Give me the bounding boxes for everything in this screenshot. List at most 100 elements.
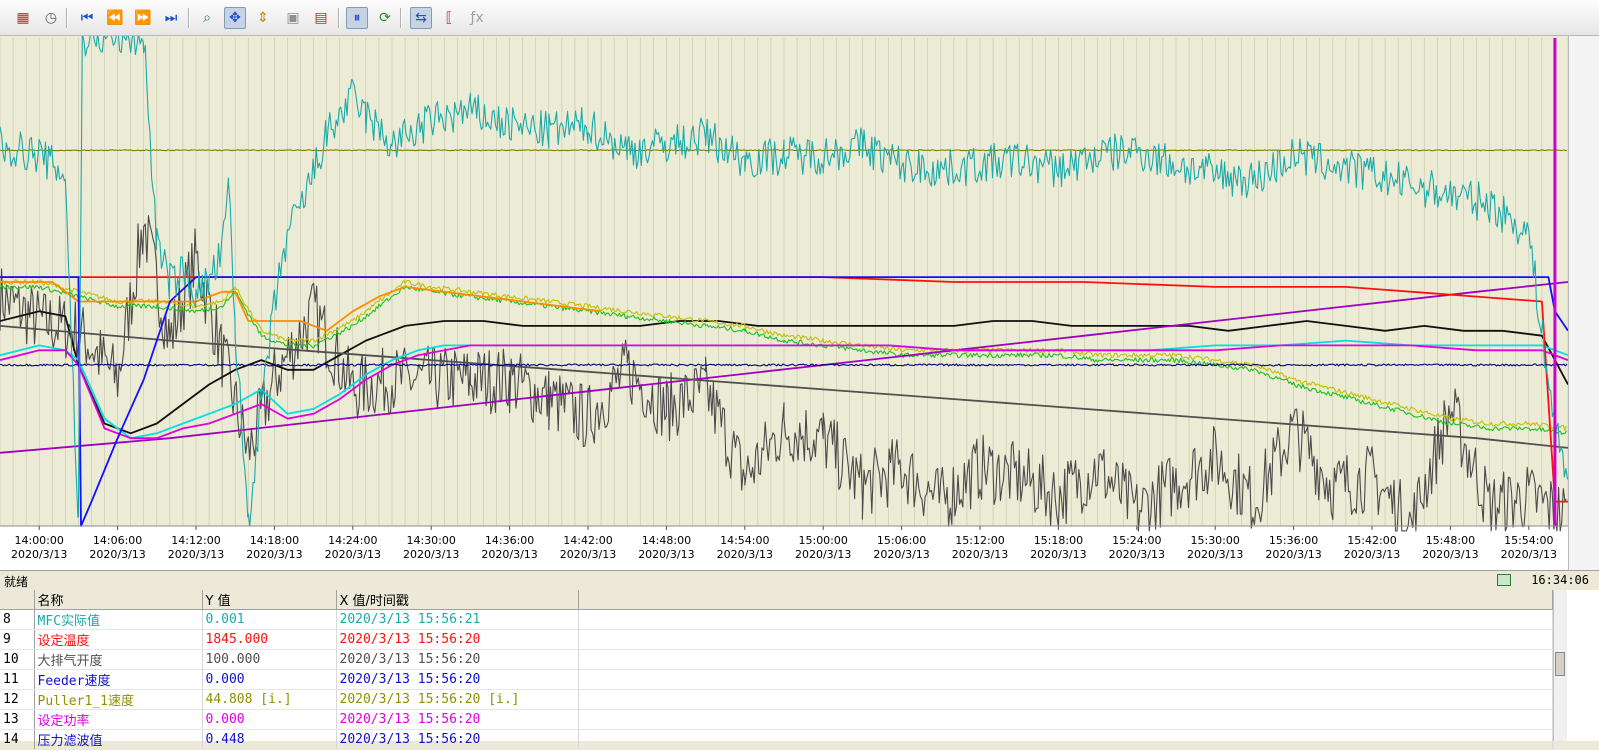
right-pane (1567, 590, 1599, 741)
row-x-value: 2020/3/13 15:56:20 [i.] (336, 689, 579, 710)
refresh-icon: ⟳ (379, 10, 391, 26)
row-index: 13 (0, 709, 35, 730)
pan-icon: ✥ (229, 10, 241, 26)
table-row[interactable]: 8 MFC实际值 0.001 2020/3/13 15:56:21 (0, 609, 1553, 630)
x-tick-label-time: 15:24:00 (1112, 534, 1161, 547)
x-tick-label-time: 14:54:00 (720, 534, 769, 547)
values-table-pane: 名称 Y 值 X 值/时间戳 8 MFC实际值 0.001 2020/3/13 15:… (0, 590, 1599, 750)
x-tick-label-date: 2020/3/13 (952, 548, 1008, 561)
x-tick-label-time: 15:06:00 (877, 534, 926, 547)
status-text: 就绪 (4, 575, 29, 589)
row-spare (578, 629, 1553, 650)
row-index: 8 (0, 609, 35, 630)
table-vertical-scrollbar[interactable] (1553, 590, 1567, 741)
series-line-6 (0, 325, 1569, 449)
function-icon: ƒx (470, 10, 484, 26)
row-spare (578, 649, 1553, 670)
row-x-value: 2020/3/13 15:56:21 (336, 609, 579, 630)
connection-icon (1497, 574, 1511, 586)
prev-icon: ⏪ (106, 10, 124, 26)
layout-icon: ▤ (314, 10, 328, 26)
pan-button[interactable]: ✥ (224, 7, 246, 29)
row-name: 设定温度 (34, 629, 203, 650)
status-clock: 16:34:06 (1531, 573, 1589, 587)
row-x-value: 2020/3/13 15:56:20 (336, 709, 579, 730)
toolbar-separator (400, 8, 402, 28)
trend-chart[interactable]: 14:00:00 2020/3/13 14:06:00 2020/3/13 14:12:… (0, 32, 1569, 570)
next-button[interactable]: ⏩ (132, 7, 154, 29)
bracket-icon: ⟦ (445, 10, 453, 26)
series-line-4 (0, 281, 602, 332)
config-button[interactable]: ▦ (12, 7, 34, 29)
refresh-button[interactable]: ⟳ (374, 7, 396, 29)
row-y-value: 0.001 (202, 609, 337, 630)
table-row[interactable]: 13 设定功率 0.000 2020/3/13 15:56:20 (0, 709, 1553, 730)
zoom-icon: ⌕ (203, 10, 211, 26)
x-tick-label-time: 15:30:00 (1190, 534, 1239, 547)
column-header-x-value[interactable]: X 值/时间戳 (336, 590, 579, 610)
status-bar: 就绪 16:34:06 (0, 570, 1599, 590)
x-tick-label-date: 2020/3/13 (325, 548, 381, 561)
table-row[interactable]: 11 Feeder速度 0.000 2020/3/13 15:56:20 (0, 669, 1553, 690)
row-x-value: 2020/3/13 15:56:20 (336, 669, 579, 690)
x-tick-label-time: 14:06:00 (93, 534, 142, 547)
series-line-0 (0, 215, 1567, 532)
y-scale-button[interactable]: ⇕ (252, 7, 274, 29)
row-index: 14 (0, 729, 35, 750)
fit-button[interactable]: ▣ (282, 7, 304, 29)
config-icon: ▦ (16, 10, 30, 26)
x-tick-label-date: 2020/3/13 (89, 548, 145, 561)
toolbar-separator (188, 8, 190, 28)
row-y-value: 44.808 [i.] (202, 689, 337, 710)
table-header-row: 名称 Y 值 X 值/时间戳 (0, 590, 1553, 610)
x-tick-label-date: 2020/3/13 (1187, 548, 1243, 561)
prev-button[interactable]: ⏪ (104, 7, 126, 29)
cursor-icon: ⇆ (415, 10, 427, 26)
row-spare (578, 709, 1553, 730)
cursor-button[interactable]: ⇆ (410, 7, 432, 29)
chart-vertical-scrollbar[interactable] (1568, 36, 1599, 570)
row-index: 9 (0, 629, 35, 650)
row-x-value: 2020/3/13 15:56:20 (336, 629, 579, 650)
time-icon: ◷ (44, 10, 58, 26)
table-scroll-thumb[interactable] (1555, 652, 1565, 676)
x-tick-label-date: 2020/3/13 (1265, 548, 1321, 561)
row-name: 设定功率 (34, 709, 203, 730)
fit-icon: ▣ (286, 10, 300, 26)
last-icon: ⏭ (164, 10, 178, 26)
bracket-button[interactable]: ⟦ (438, 7, 460, 29)
time-button[interactable]: ◷ (40, 7, 62, 29)
x-tick-label-date: 2020/3/13 (1344, 548, 1400, 561)
x-tick-label-time: 14:36:00 (485, 534, 534, 547)
toolbar-separator (66, 8, 68, 28)
column-header-y-value[interactable]: Y 值 (202, 590, 337, 610)
x-tick-label-time: 14:18:00 (250, 534, 299, 547)
first-button[interactable]: ⏮ (76, 7, 98, 29)
row-y-value: 100.000 (202, 649, 337, 670)
function-button[interactable]: ƒx (466, 7, 488, 29)
series-line-3 (0, 284, 1567, 435)
last-button[interactable]: ⏭ (160, 7, 182, 29)
x-tick-label-time: 15:00:00 (798, 534, 847, 547)
x-tick-label-time: 15:42:00 (1347, 534, 1396, 547)
table-row[interactable]: 10 大排气开度 100.000 2020/3/13 15:56:20 (0, 649, 1553, 670)
table-row[interactable]: 14 压力滤波值 0.448 2020/3/13 15:56:20 (0, 729, 1553, 750)
table-row[interactable]: 12 Puller1_1速度 44.808 [i.] 2020/3/13 15:56:… (0, 689, 1553, 710)
x-tick-label-date: 2020/3/13 (795, 548, 851, 561)
x-tick-label-date: 2020/3/13 (11, 548, 67, 561)
row-name: 大排气开度 (34, 649, 203, 670)
x-tick-label-date: 2020/3/13 (1422, 548, 1478, 561)
x-tick-label-date: 2020/3/13 (638, 548, 694, 561)
pause-button[interactable]: ⏸ (346, 7, 368, 29)
row-spare (578, 729, 1553, 750)
x-tick-label-date: 2020/3/13 (1030, 548, 1086, 561)
x-tick-label-date: 2020/3/13 (1109, 548, 1165, 561)
table-row[interactable]: 9 设定温度 1845.000 2020/3/13 15:56:20 (0, 629, 1553, 650)
row-spare (578, 609, 1553, 630)
column-header-index[interactable] (0, 590, 35, 610)
zoom-button[interactable]: ⌕ (196, 7, 218, 29)
x-tick-label-time: 14:12:00 (171, 534, 220, 547)
layout-button[interactable]: ▤ (310, 7, 332, 29)
trend-chart-svg[interactable]: 14:00:002020/3/1314:06:002020/3/1314:12:… (0, 32, 1569, 570)
column-header-name[interactable]: 名称 (34, 590, 203, 610)
